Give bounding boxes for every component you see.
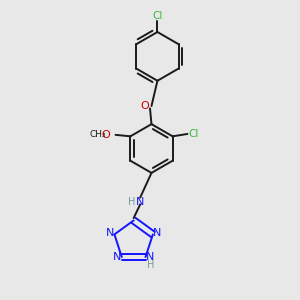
Text: Cl: Cl xyxy=(189,129,199,139)
Text: H: H xyxy=(147,260,155,270)
Text: N: N xyxy=(146,252,154,262)
Text: O: O xyxy=(101,130,110,140)
Text: CH₃: CH₃ xyxy=(90,130,106,139)
Text: H: H xyxy=(128,197,135,207)
Text: Cl: Cl xyxy=(152,11,163,21)
Text: N: N xyxy=(153,228,161,238)
Text: N: N xyxy=(106,228,114,238)
Text: N: N xyxy=(113,252,122,262)
Text: O: O xyxy=(141,101,149,111)
Text: N: N xyxy=(135,197,144,207)
